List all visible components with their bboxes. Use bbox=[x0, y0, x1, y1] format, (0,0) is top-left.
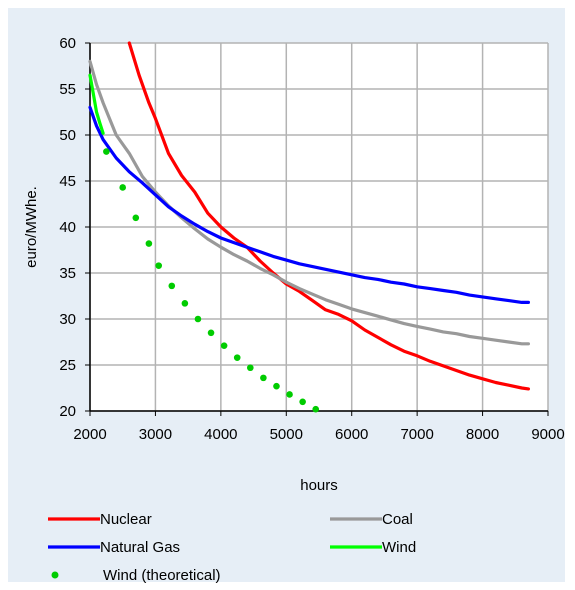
y-tick-label: 55 bbox=[59, 81, 76, 98]
x-tick-label: 8000 bbox=[466, 426, 499, 443]
y-axis-title: euro/MWhe. bbox=[23, 186, 40, 268]
y-tick-label: 50 bbox=[59, 127, 76, 144]
x-tick-labels: 2000 3000 4000 5000 6000 7000 8000 9000 bbox=[73, 411, 565, 443]
y-tick-label: 60 bbox=[59, 35, 76, 52]
series-layer bbox=[88, 41, 530, 413]
data-point bbox=[207, 329, 215, 337]
data-point bbox=[103, 148, 110, 155]
y-tick-labels: 20 25 30 35 40 45 50 55 60 bbox=[59, 35, 90, 420]
x-tick-label: 4000 bbox=[204, 426, 237, 443]
legend-label: Coal bbox=[382, 511, 413, 528]
series-line-nuclear bbox=[127, 41, 530, 391]
data-point bbox=[233, 354, 241, 361]
data-point bbox=[155, 262, 162, 269]
data-point bbox=[132, 214, 140, 222]
x-tick-label: 7000 bbox=[400, 426, 433, 443]
series-line-coal bbox=[88, 59, 530, 346]
legend-swatch bbox=[51, 571, 59, 579]
data-point bbox=[194, 315, 202, 323]
data-point bbox=[168, 282, 176, 290]
legend-item-nuclear: Nuclear bbox=[48, 511, 152, 528]
x-axis-title: hours bbox=[300, 477, 338, 494]
y-tick-label: 20 bbox=[59, 403, 76, 420]
y-tick-label: 45 bbox=[59, 173, 76, 190]
legend-label: Natural Gas bbox=[100, 539, 180, 556]
data-point bbox=[220, 342, 228, 349]
legend-label: Wind (theoretical) bbox=[103, 567, 221, 584]
series-wind-theoretical bbox=[103, 148, 320, 413]
data-point bbox=[312, 405, 320, 413]
data-point bbox=[119, 184, 127, 191]
data-point bbox=[286, 391, 293, 398]
x-tick-label: 3000 bbox=[139, 426, 172, 443]
series-line-wind bbox=[88, 73, 105, 135]
legend: Nuclear Coal Natural Gas Wind Wind (theoreti… bbox=[48, 511, 416, 584]
legend-item-coal: Coal bbox=[330, 511, 413, 528]
x-tick-label: 2000 bbox=[73, 426, 106, 443]
x-tick-label: 9000 bbox=[531, 426, 564, 443]
data-point bbox=[260, 374, 267, 382]
legend-item-wind: Wind bbox=[330, 539, 416, 556]
y-tick-label: 25 bbox=[59, 357, 76, 374]
legend-label: Nuclear bbox=[100, 511, 152, 528]
y-tick-label: 35 bbox=[59, 265, 76, 282]
x-tick-label: 5000 bbox=[270, 426, 303, 443]
data-point bbox=[145, 240, 153, 247]
data-point bbox=[299, 398, 306, 406]
grid-lines bbox=[89, 42, 549, 412]
x-tick-label: 6000 bbox=[335, 426, 368, 443]
series-line-natural-gas bbox=[88, 105, 530, 304]
data-point bbox=[247, 364, 254, 372]
y-tick-label: 40 bbox=[59, 219, 76, 236]
data-point bbox=[273, 382, 280, 390]
legend-item-natural-gas: Natural Gas bbox=[48, 539, 180, 556]
y-tick-label: 30 bbox=[59, 311, 76, 328]
data-point bbox=[181, 300, 189, 307]
legend-item-wind-theoretical: Wind (theoretical) bbox=[51, 567, 221, 584]
legend-label: Wind bbox=[382, 539, 416, 556]
